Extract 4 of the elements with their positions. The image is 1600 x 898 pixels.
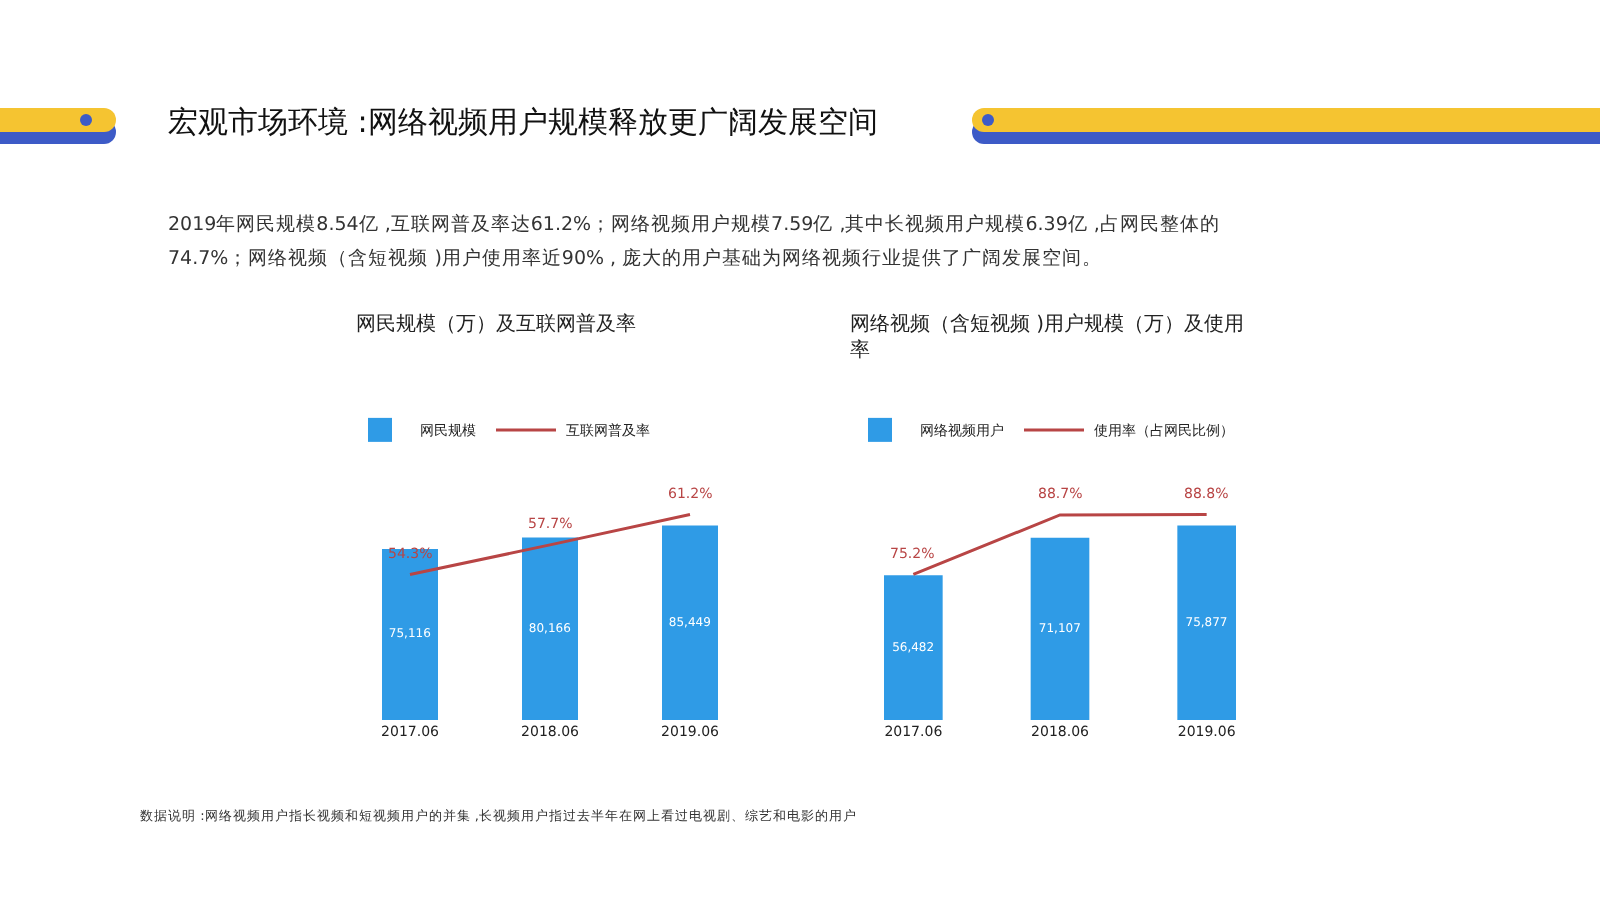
chart-title: 网络视频（含短视频 )用户规模（万）及使用率 <box>850 312 1247 364</box>
chart-title: 网民规模（万）及互联网普及率 <box>356 312 638 338</box>
text: 宏观市场环境 :网络视频用户规模释放更广阔发展空间 <box>168 104 878 142</box>
text: 2019年网民规模8.54亿 ,互联网普及率达61.2%；网络视频用户规模7.59亿 ,其中长视频用户规模6.39亿 ,占网民整体的74.7%；网络视频（含短视频 )用户使用率近90% , 庞大的用户基础为网络视频行业提供了广阔发展空间。 <box>168 212 1222 274</box>
